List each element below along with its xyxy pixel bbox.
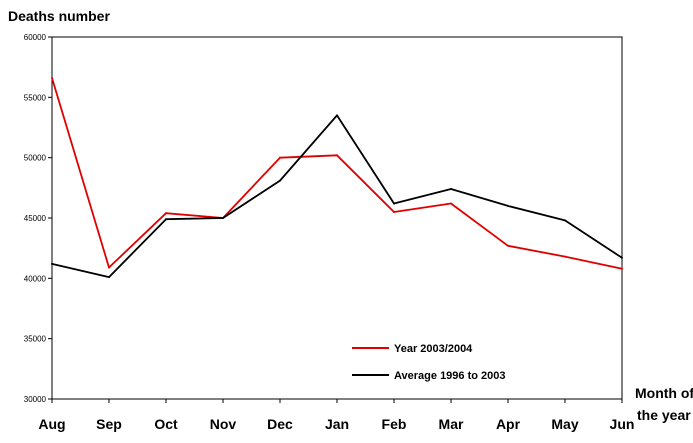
data-point (279, 156, 281, 159)
x-tick-label: Nov (210, 416, 237, 432)
x-tick-label: Dec (267, 416, 293, 432)
data-point (108, 266, 110, 269)
x-tick-label: Oct (154, 416, 178, 432)
data-point (393, 210, 395, 213)
x-axis-title-line-2: the year (637, 407, 691, 423)
data-point (393, 202, 395, 205)
data-point (621, 256, 623, 259)
x-tick-label: Apr (496, 416, 521, 432)
data-point (507, 244, 509, 247)
data-point (108, 276, 110, 279)
legend-label-year-2003-2004: Year 2003/2004 (394, 343, 473, 355)
data-point (507, 204, 509, 207)
data-point (51, 262, 53, 265)
x-tick-label: Jan (325, 416, 349, 432)
y-tick-label: 55000 (24, 93, 47, 102)
data-point (336, 154, 338, 157)
data-point (279, 179, 281, 182)
legend: Year 2003/2004 Average 1996 to 2003 (352, 343, 506, 382)
y-tick-label: 45000 (24, 214, 47, 223)
series-group (51, 77, 623, 279)
y-tick-label: 30000 (24, 395, 47, 404)
data-point (51, 77, 53, 80)
x-tick-label: Sep (96, 416, 122, 432)
data-point (165, 218, 167, 221)
x-tick-label: Feb (382, 416, 407, 432)
y-tick-label: 35000 (24, 335, 47, 344)
data-point (222, 217, 224, 219)
x-tick-label: May (551, 416, 578, 432)
x-axis-ticks: Aug Sep Oct Nov Dec Jan Feb Mar Apr May Jun (38, 399, 634, 432)
plot-frame (51, 36, 623, 400)
data-point (564, 219, 566, 222)
x-tick-label: Aug (38, 416, 65, 432)
y-tick-label: 60000 (24, 33, 47, 42)
x-tick-label: Jun (610, 416, 635, 432)
x-axis-title-line-1: Month of (635, 385, 693, 401)
data-point (621, 267, 623, 270)
series-line-1 (51, 114, 623, 279)
legend-label-average-1996-2003: Average 1996 to 2003 (394, 370, 506, 382)
y-tick-label: 50000 (24, 154, 47, 163)
data-point (165, 212, 167, 215)
y-axis-title: Deaths number (8, 8, 110, 24)
data-point (450, 188, 452, 191)
y-axis-ticks: 30000 35000 40000 45000 50000 55000 60000 (24, 33, 52, 404)
x-tick-label: Mar (439, 416, 464, 432)
data-point (564, 255, 566, 258)
series-line-0 (51, 77, 623, 270)
y-tick-label: 40000 (24, 274, 47, 283)
data-point (450, 202, 452, 205)
data-point (336, 114, 338, 117)
